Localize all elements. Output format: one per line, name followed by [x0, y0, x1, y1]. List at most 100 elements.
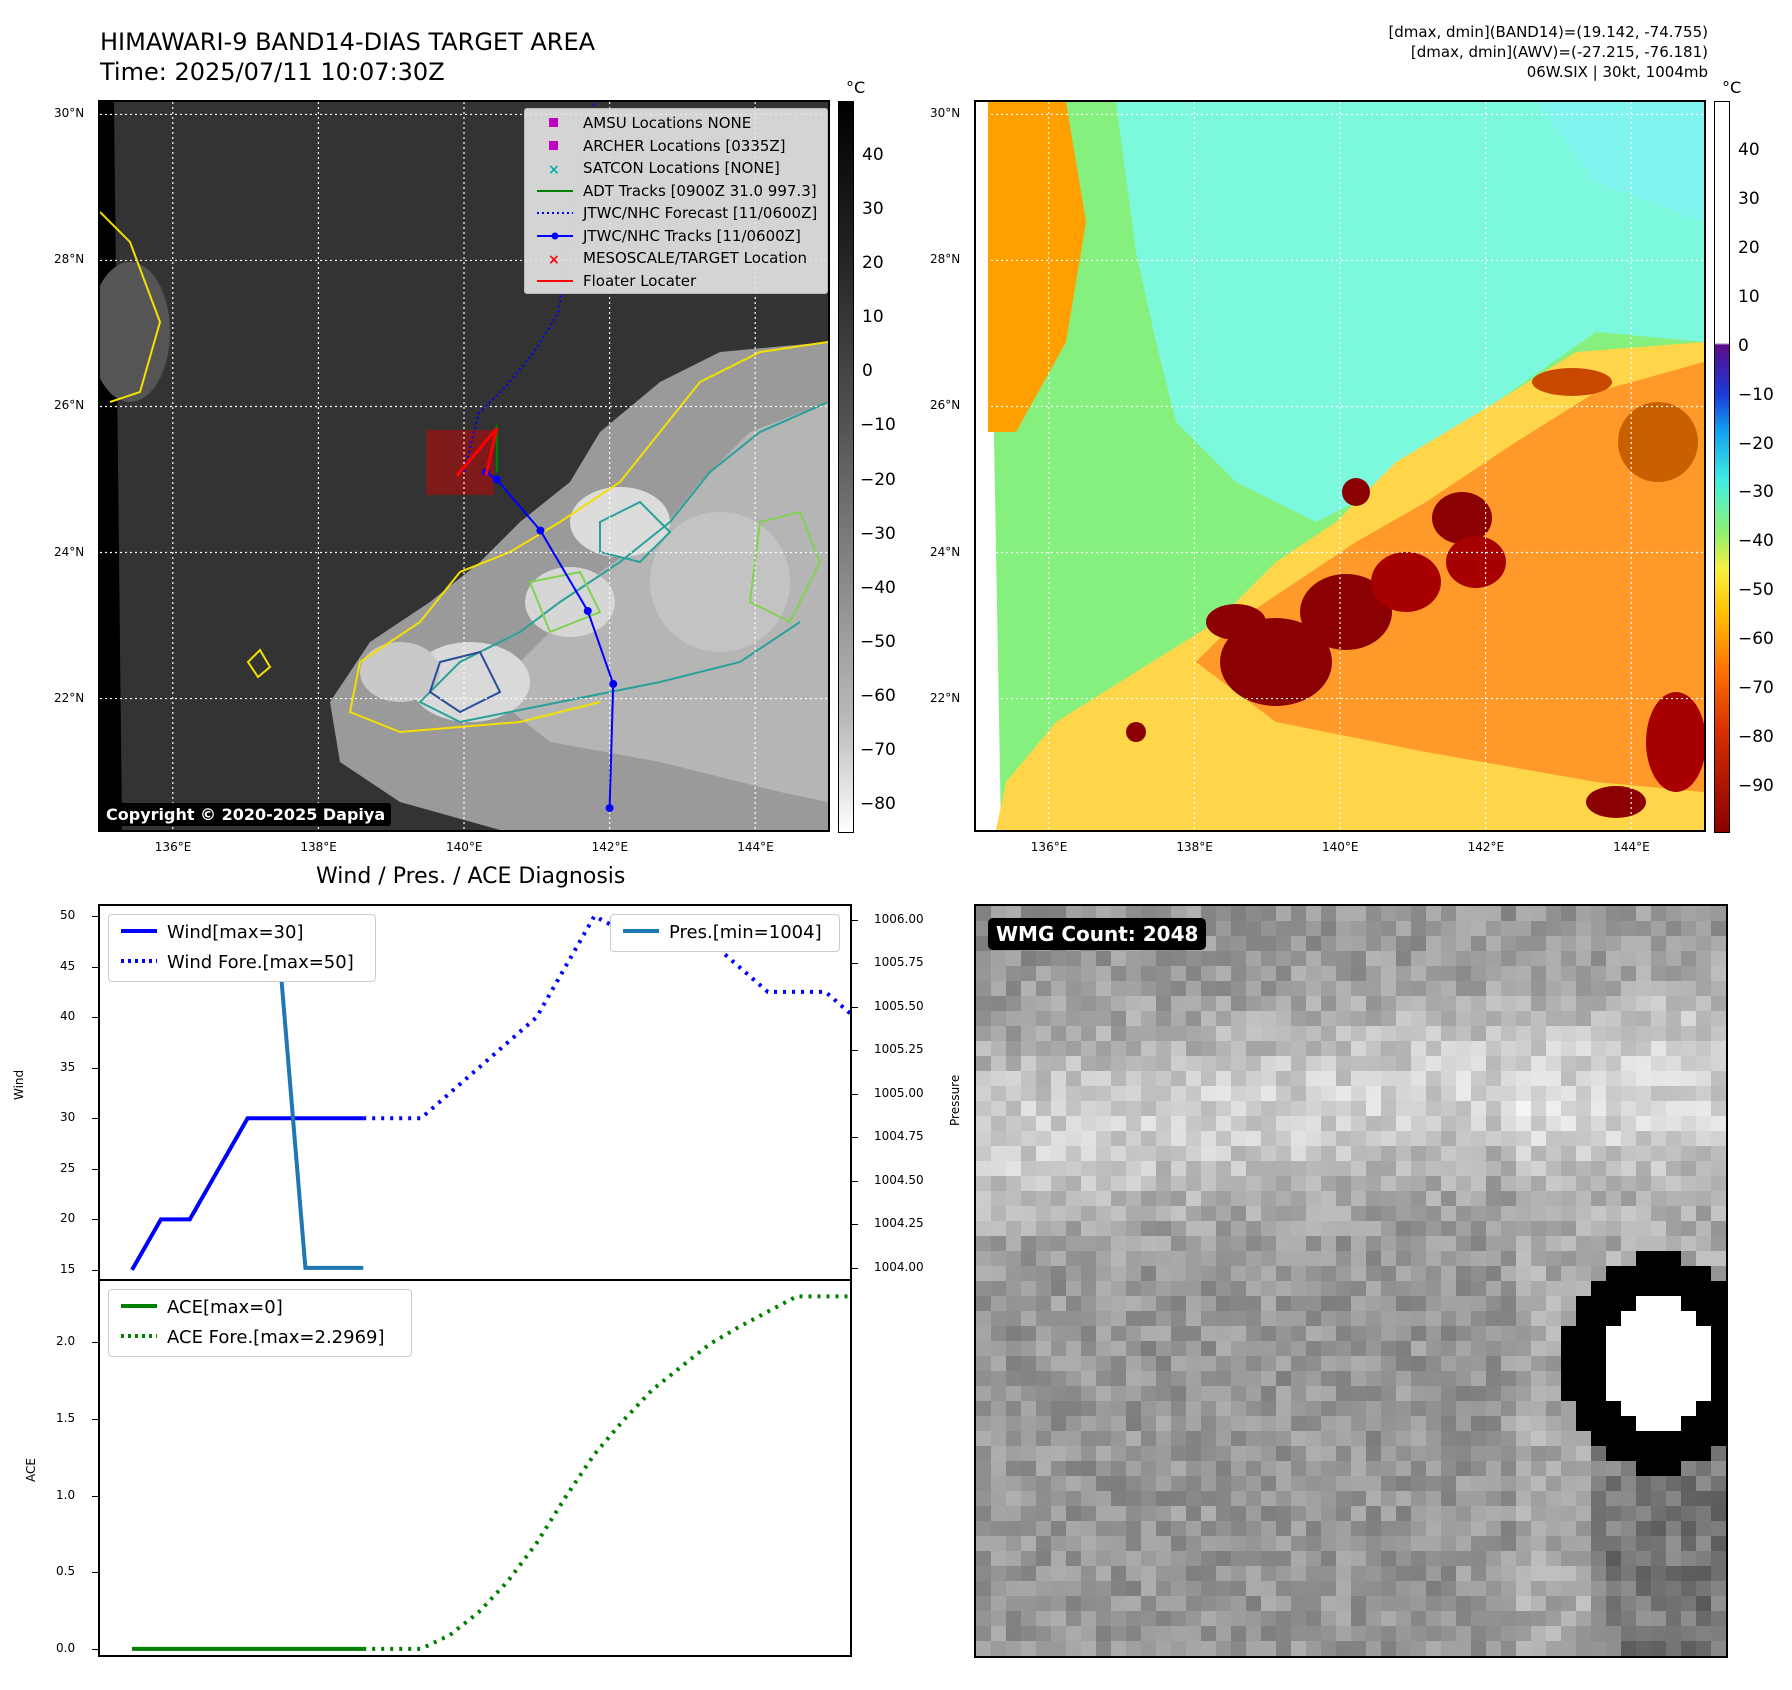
wind-tick-mark [92, 1269, 98, 1271]
map-legend: AMSU Locations NONE ARCHER Locations [033… [524, 108, 828, 294]
colorbar-tick: −40 [1738, 531, 1774, 552]
pressure-legend: Pres.[min=1004] [610, 914, 840, 952]
colorbar-tick: 20 [1738, 237, 1760, 258]
colorbar-tick: −50 [860, 631, 896, 652]
wind-tick-mark [92, 966, 98, 968]
pressure-tick-label: 1004.50 [874, 1172, 924, 1187]
wind-tick-label: 30 [60, 1110, 76, 1125]
ace-tick-label: 0.0 [56, 1640, 76, 1655]
wind-tick-label: 35 [60, 1059, 76, 1074]
pressure-tick-label: 1005.00 [874, 1085, 924, 1100]
colorbar-tick: −10 [860, 415, 896, 436]
pressure-tick-mark [852, 963, 858, 965]
wind-tick-mark [92, 916, 98, 918]
colorbar-tick: −60 [860, 685, 896, 706]
band14-colorbar [838, 101, 854, 833]
wind-tick-mark [92, 1168, 98, 1170]
pressure-axis-label: Pressure [948, 1074, 962, 1126]
colorbar-tick: −10 [1738, 384, 1774, 405]
colorbar-tick: 30 [1738, 188, 1760, 209]
colorbar-tick: 10 [1738, 286, 1760, 307]
ace-plot [132, 1294, 850, 1651]
track-point [536, 526, 545, 535]
ace-tick-mark [92, 1648, 98, 1650]
track-point [492, 475, 501, 484]
lon-label: 142°E [591, 840, 629, 854]
ace-legend: ACE[max=0] ACE Fore.[max=2.2969] [108, 1289, 412, 1357]
pressure-tick-mark [852, 1093, 858, 1095]
lon-label: 140°E [446, 840, 483, 854]
track-point [609, 679, 618, 688]
best-track [485, 471, 615, 809]
ace-chart: ACE[max=0] ACE Fore.[max=2.2969] [98, 1279, 852, 1657]
colorbar-tick: −20 [1738, 433, 1774, 454]
pressure-tick-label: 1004.00 [874, 1259, 924, 1274]
diagnosis-title: Wind / Pres. / ACE Diagnosis [316, 864, 626, 889]
wind-axis-label: Wind [12, 1069, 26, 1100]
wind-tick-mark [92, 1017, 98, 1019]
pressure-tick-mark [852, 1137, 858, 1139]
svg-text:×: × [548, 162, 560, 178]
svg-text:×: × [548, 252, 560, 268]
pressure-tick-label: 1004.25 [874, 1216, 924, 1231]
pressure-tick-mark [852, 919, 858, 921]
pressure-tick-label: 1005.50 [874, 998, 924, 1013]
colorbar-tick: −30 [1738, 482, 1774, 503]
wind-tick-label: 45 [60, 958, 76, 973]
colorbar-tick: −80 [1738, 727, 1774, 748]
wind-tick-label: 40 [60, 1009, 76, 1024]
lat-label: 26°N [930, 398, 961, 413]
colorbar-tick: 20 [862, 253, 884, 274]
lat-label: 24°N [54, 544, 85, 559]
ace-tick-label: 1.0 [56, 1487, 76, 1502]
pressure-tick-label: 1005.75 [874, 955, 924, 970]
colorbar-tick: −70 [1738, 678, 1774, 699]
lat-label: 26°N [54, 398, 85, 413]
lat-label: 28°N [54, 252, 85, 267]
series-line [130, 1116, 364, 1271]
lat-label: 30°N [930, 106, 961, 121]
ace-tick-label: 1.5 [56, 1410, 76, 1425]
pressure-tick-mark [852, 1267, 858, 1269]
lon-label: 138°E [1176, 840, 1213, 854]
figure-time: Time: 2025/07/11 10:07:30Z [100, 58, 445, 86]
dmax-awv: [dmax, dmin](AWV)=(-27.215, -76.181) [1410, 43, 1708, 61]
colorbar-tick: 0 [1738, 335, 1749, 356]
lat-label: 22°N [54, 690, 85, 705]
lon-label: 140°E [1322, 840, 1359, 854]
pressure-tick-label: 1006.00 [874, 911, 924, 926]
wmg-count: WMG Count: 2048 [988, 918, 1207, 950]
lon-label: 138°E [300, 840, 337, 854]
colorbar-tick: 0 [862, 361, 873, 382]
track-point [583, 606, 592, 615]
wmg-pixel-grid [976, 906, 1726, 1656]
wind-tick-label: 15 [60, 1261, 76, 1276]
ace-axis-label: ACE [24, 1458, 38, 1482]
colorbar-tick: −40 [860, 577, 896, 598]
wind-tick-label: 20 [60, 1211, 76, 1226]
band14-colorbar-unit: °C [846, 78, 866, 97]
lat-label: 22°N [930, 690, 961, 705]
ace-tick-mark [92, 1572, 98, 1574]
lon-label: 144°E [1613, 840, 1650, 854]
track-point [605, 804, 614, 813]
colorbar-tick: −50 [1738, 580, 1774, 601]
ace-tick-mark [92, 1342, 98, 1344]
pressure-tick-mark [852, 1180, 858, 1182]
wind-tick-mark [92, 1067, 98, 1069]
floater-locater [455, 427, 499, 477]
wmg-panel: WMG Count: 2048 [974, 904, 1728, 1658]
lon-label: 144°E [737, 840, 774, 854]
figure-title: HIMAWARI-9 BAND14-DIAS TARGET AREA [100, 28, 596, 56]
lat-label: 30°N [54, 106, 85, 121]
lon-label: 142°E [1467, 840, 1505, 854]
colorbar-tick: −80 [860, 794, 896, 814]
wind-tick-label: 50 [60, 908, 76, 923]
lon-label: 136°E [154, 840, 192, 854]
wind-tick-mark [92, 1118, 98, 1120]
colorbar-tick: 40 [862, 145, 884, 165]
awv-colorbar-unit: °C [1722, 78, 1742, 97]
storm-info: 06W.SIX | 30kt, 1004mb [1526, 63, 1708, 81]
ace-tick-label: 0.5 [56, 1564, 76, 1579]
pressure-tick-label: 1005.25 [874, 1042, 924, 1057]
